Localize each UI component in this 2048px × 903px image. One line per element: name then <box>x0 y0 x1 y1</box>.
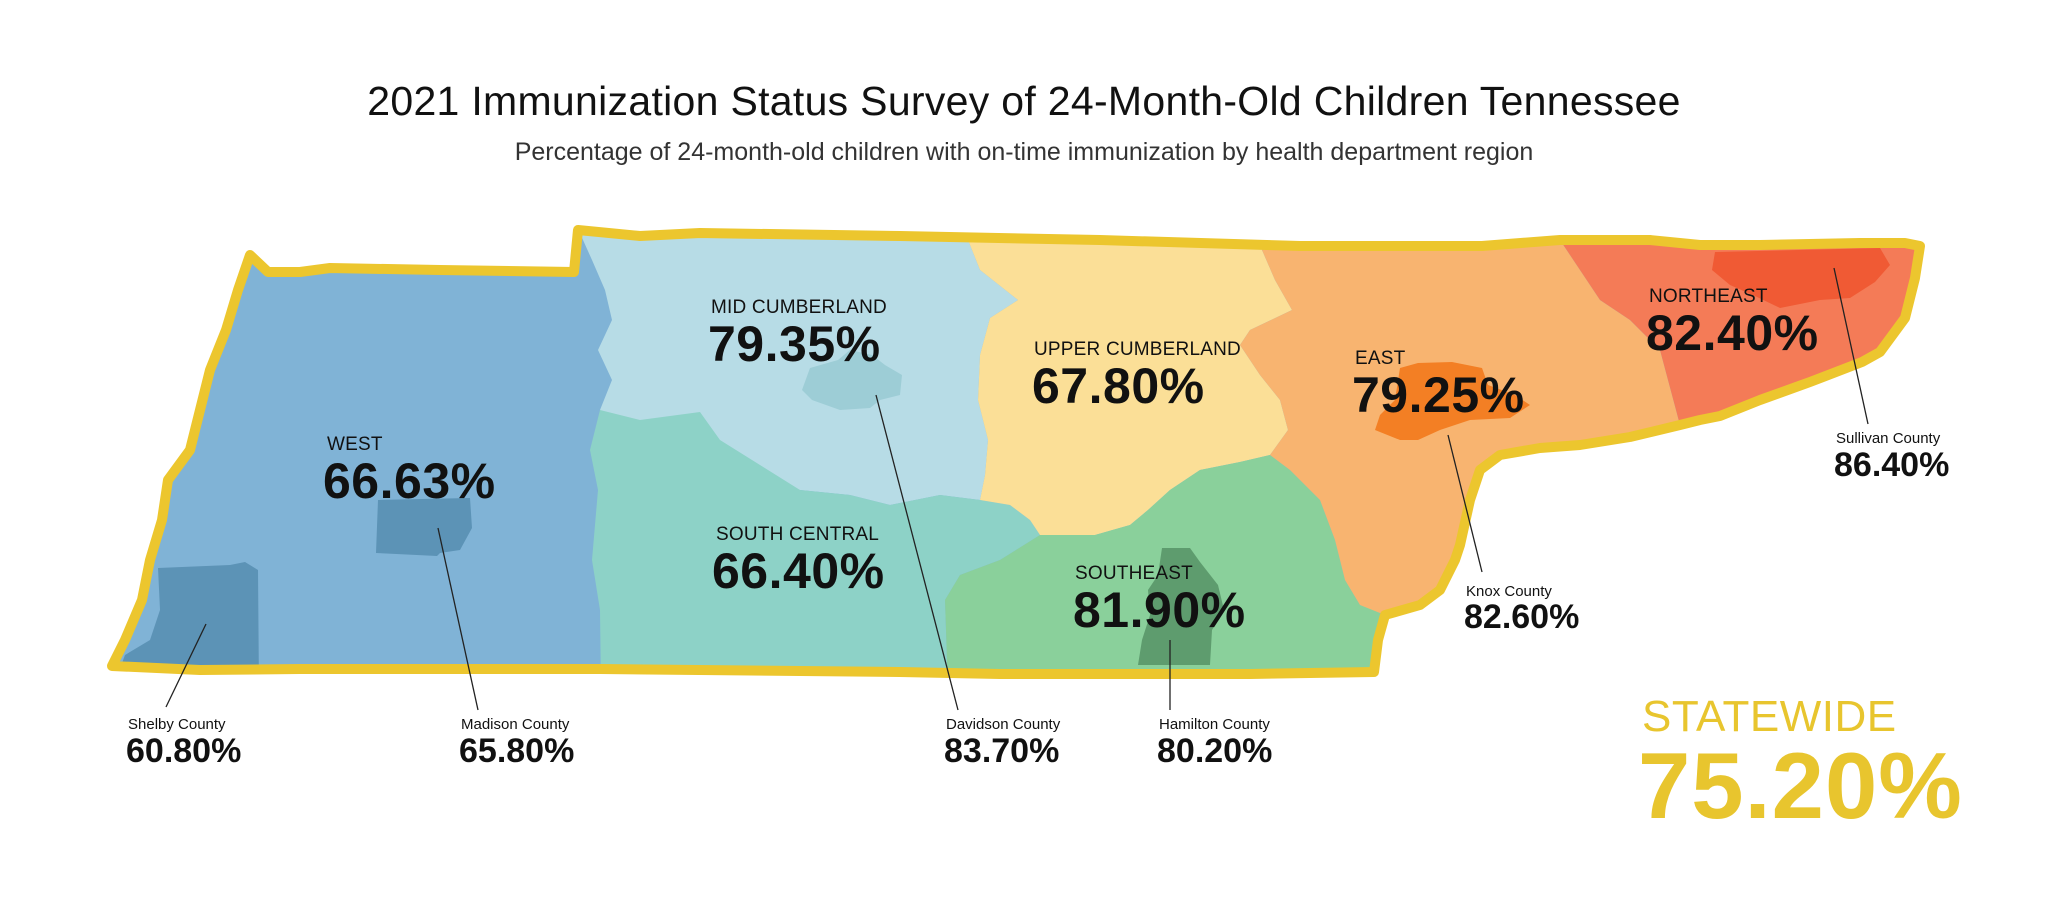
county-hamilton <box>1138 548 1224 665</box>
county-knox <box>1375 362 1530 440</box>
statewide-value: 75.20% <box>1638 733 1963 838</box>
region-value-southeast: 81.90% <box>1073 582 1246 638</box>
region-label-upper-cumberland: UPPER CUMBERLAND <box>1034 339 1241 360</box>
county-value-sullivan: 86.40% <box>1834 446 1950 484</box>
region-value-east: 79.25% <box>1352 367 1525 423</box>
region-value-upper-cumberland: 67.80% <box>1032 358 1205 414</box>
region-south-central <box>590 410 1040 674</box>
region-value-south-central: 66.40% <box>712 543 885 599</box>
page-subtitle: Percentage of 24-month-old children with… <box>514 138 1534 166</box>
region-value-mid-cumberland: 79.35% <box>708 316 881 372</box>
county-value-davidson: 83.70% <box>944 732 1060 770</box>
county-label-shelby: Shelby County <box>128 716 226 733</box>
statewide-label: STATEWIDE <box>1642 692 1897 741</box>
county-shelby <box>112 562 259 674</box>
leader-davidson <box>875 394 959 711</box>
county-label-hamilton: Hamilton County <box>1159 716 1270 733</box>
region-value-northeast: 82.40% <box>1646 305 1819 361</box>
region-label-east: EAST <box>1355 348 1406 369</box>
county-label-madison: Madison County <box>461 716 570 733</box>
region-label-northeast: NORTHEAST <box>1649 286 1768 307</box>
leader-shelby <box>165 623 207 708</box>
county-label-knox: Knox County <box>1466 583 1552 600</box>
region-label-mid-cumberland: MID CUMBERLAND <box>711 297 887 318</box>
region-upper-cumberland <box>968 230 1292 535</box>
county-label-sullivan: Sullivan County <box>1836 430 1941 447</box>
county-value-madison: 65.80% <box>459 732 575 770</box>
county-value-knox: 82.60% <box>1464 598 1580 636</box>
region-label-west: WEST <box>327 434 383 455</box>
leader-sullivan <box>1833 267 1869 425</box>
county-sullivan <box>1712 248 1890 308</box>
county-davidson <box>802 350 902 410</box>
leader-madison <box>437 527 479 711</box>
region-value-west: 66.63% <box>323 453 496 509</box>
county-label-davidson: Davidson County <box>946 716 1061 733</box>
county-value-shelby: 60.80% <box>126 732 242 770</box>
leader-lines <box>165 267 1869 711</box>
county-value-hamilton: 80.20% <box>1157 732 1273 770</box>
leader-knox <box>1447 434 1483 573</box>
region-label-southeast: SOUTHEAST <box>1075 563 1193 584</box>
page-title: 2021 Immunization Status Survey of 24-Mo… <box>367 78 1681 124</box>
county-madison <box>376 498 472 556</box>
region-label-south-central: SOUTH CENTRAL <box>716 524 880 545</box>
